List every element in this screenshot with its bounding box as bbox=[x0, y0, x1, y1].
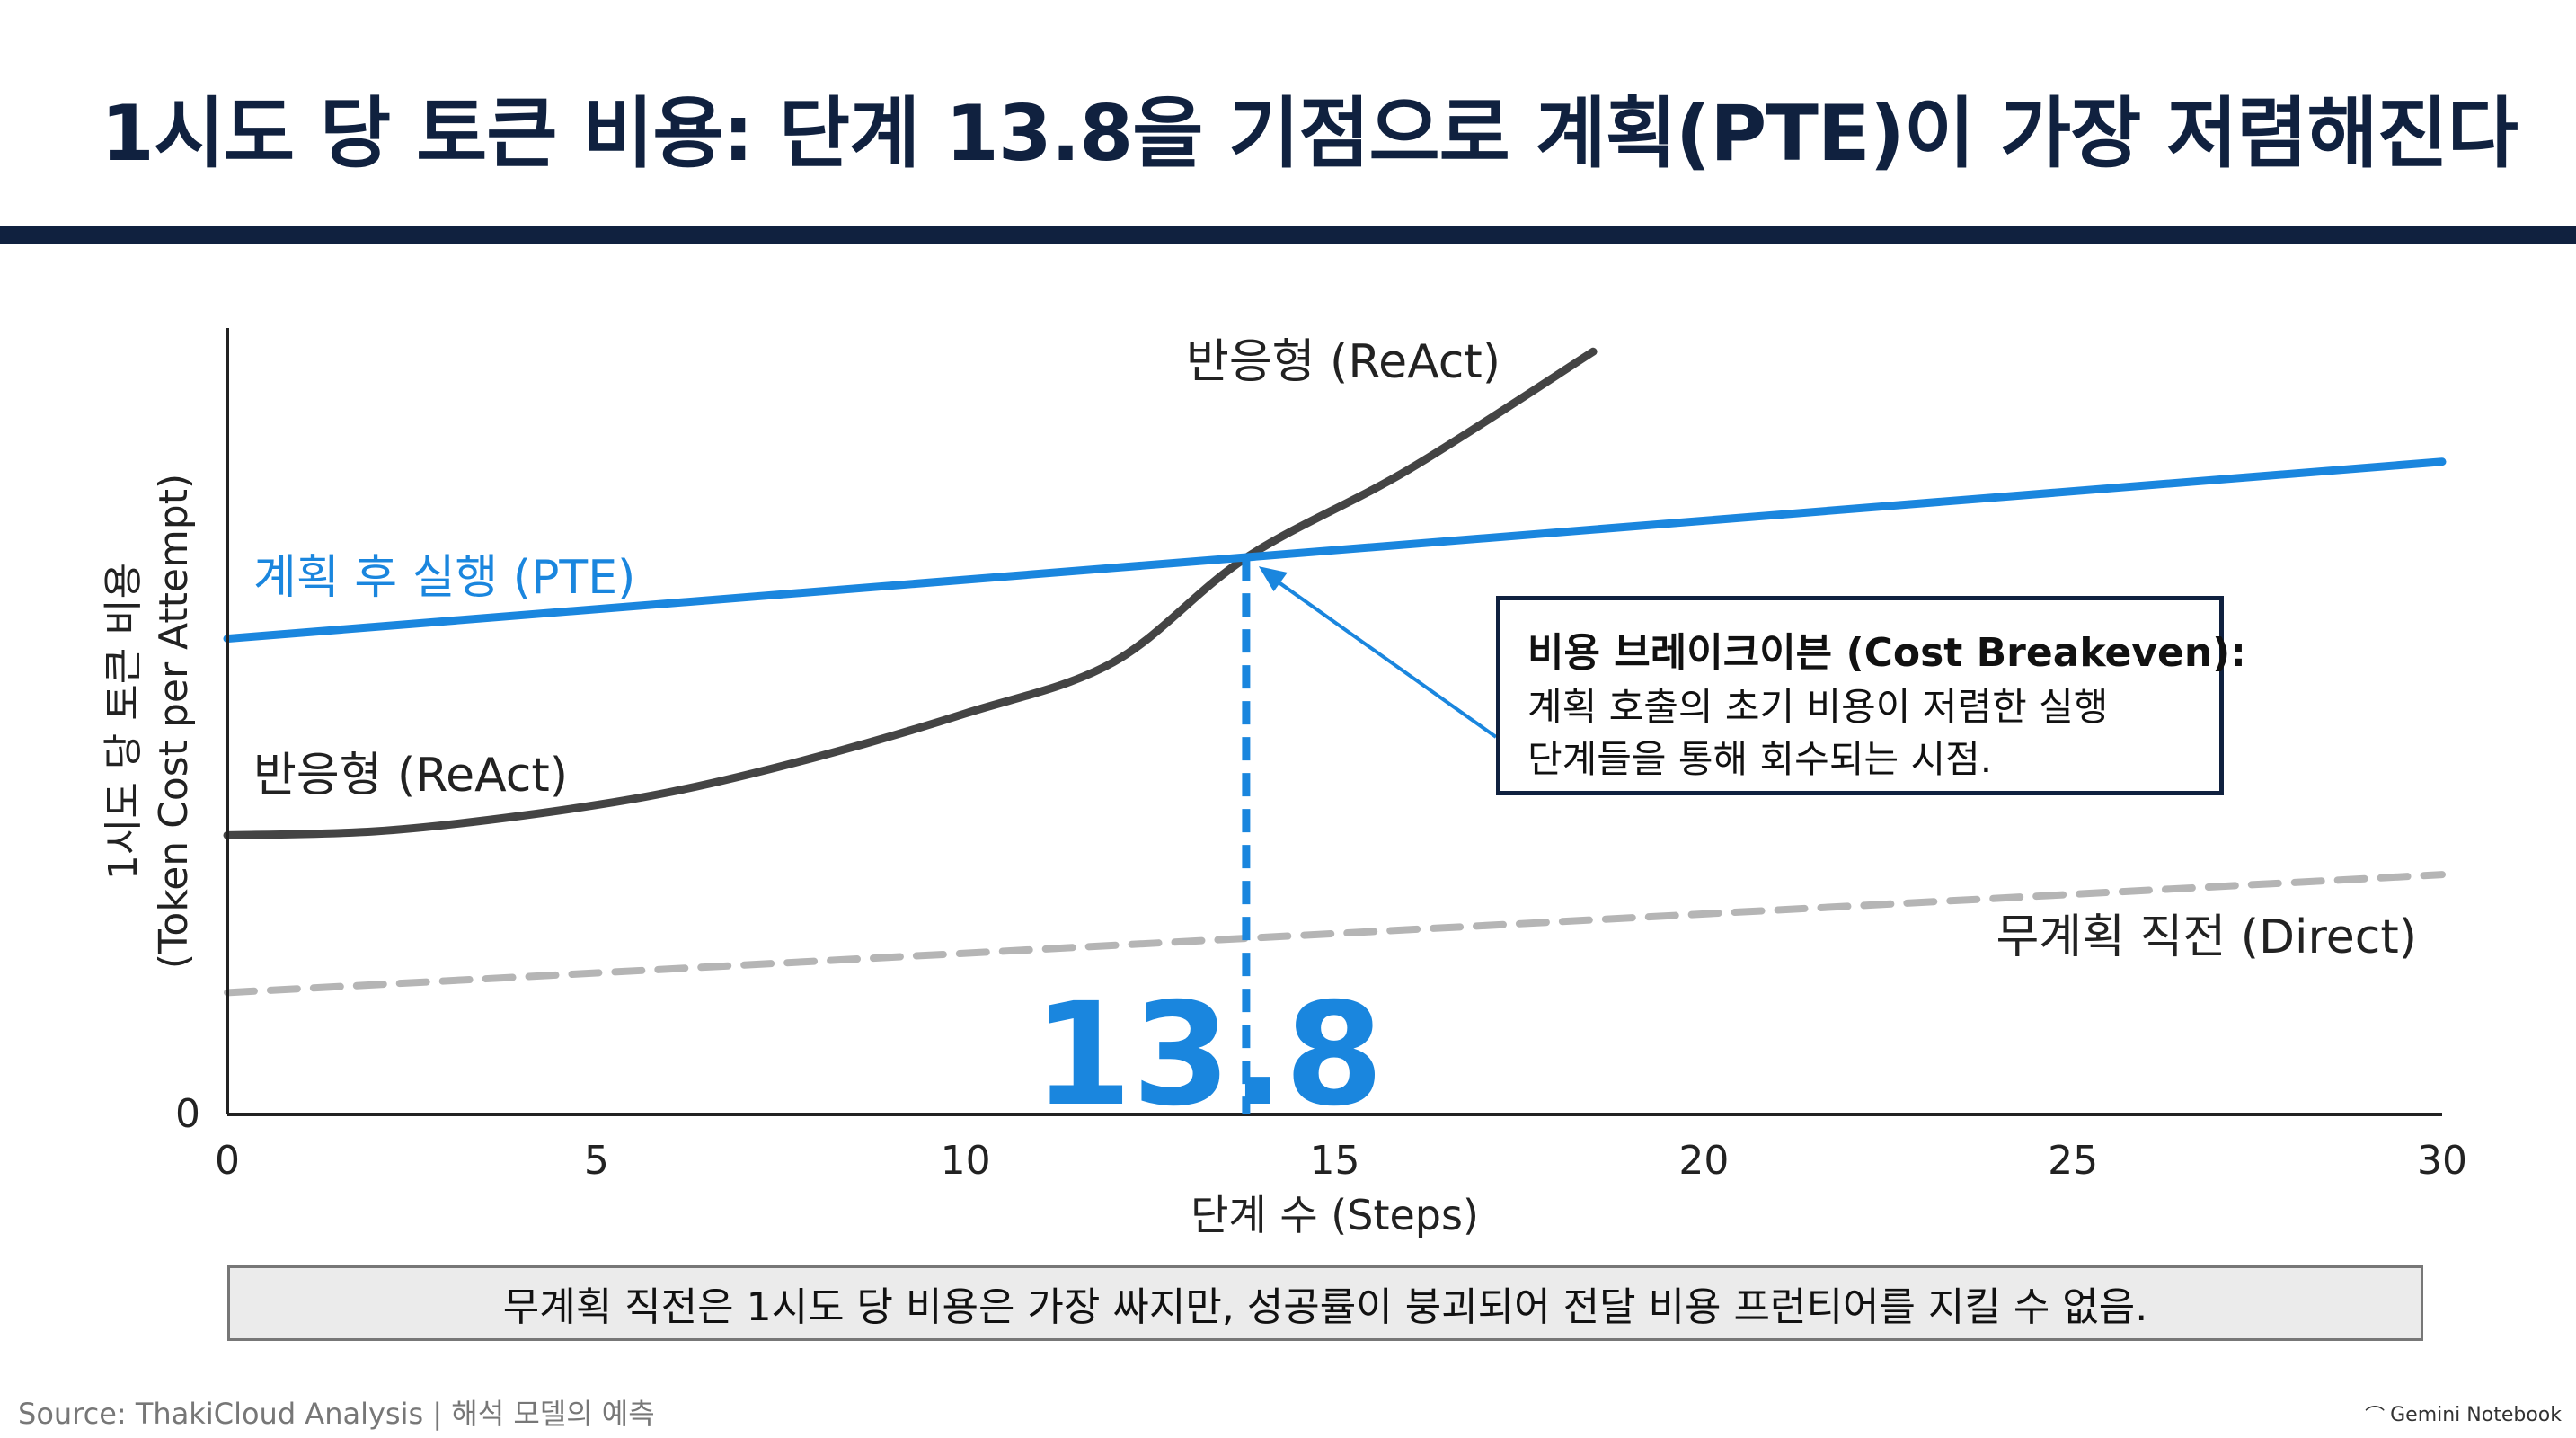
x-tick-label: 30 bbox=[2417, 1138, 2467, 1184]
title-divider bbox=[0, 226, 2576, 244]
pte-series-label: 계획 후 실행 (PTE) bbox=[253, 551, 635, 605]
y-axis-label-line1: 1시도 당 토큰 비용 bbox=[101, 563, 146, 880]
direct-series-label: 무계획 직전 (Direct) bbox=[1996, 910, 2417, 964]
react-series-label-high: 반응형 (ReAct) bbox=[1186, 335, 1500, 389]
react-series-label-low: 반응형 (ReAct) bbox=[253, 749, 568, 803]
source-note: Source: ThakiCloud Analysis | 해석 모델의 예측 bbox=[18, 1397, 655, 1431]
x-tick-label: 5 bbox=[584, 1138, 609, 1184]
direct-series-line bbox=[224, 871, 2446, 997]
brand-badge: ⌒ Gemini Notebook bbox=[2365, 1400, 2562, 1429]
callout-arrow bbox=[1270, 575, 1498, 739]
x-tick-label: 0 bbox=[215, 1138, 240, 1184]
pte-series-line bbox=[223, 457, 2447, 644]
x-tick-label: 10 bbox=[941, 1138, 991, 1184]
callout-arrow-head bbox=[1258, 566, 1288, 592]
footnote-box: 무계획 직전은 1시도 당 비용은 가장 싸지만, 성공률이 붕괴되어 전달 비… bbox=[227, 1265, 2423, 1341]
gemini-logo-icon: ⌒ bbox=[2365, 1406, 2386, 1428]
y-tick-zero: 0 bbox=[175, 1091, 200, 1137]
callout-body: 계획 호출의 초기 비용이 저렴한 실행 단계들을 통해 회수되는 시점. bbox=[1527, 681, 2192, 786]
series-layer bbox=[223, 347, 2447, 997]
x-tick-labels: 0 5 10 15 20 25 30 bbox=[215, 1138, 2467, 1184]
y-axis-label-line2: (Token Cost per Attempt) bbox=[151, 474, 197, 969]
breakeven-callout: 비용 브레이크이븐 (Cost Breakeven): 계획 호출의 초기 비용… bbox=[1496, 596, 2246, 795]
brand-label: Gemini Notebook bbox=[2390, 1403, 2562, 1426]
breakeven-value-label: 13.8 bbox=[1033, 972, 1384, 1138]
callout-title: 비용 브레이크이븐 (Cost Breakeven): bbox=[1527, 630, 2246, 676]
x-tick-label: 15 bbox=[1310, 1138, 1360, 1184]
x-tick-label: 20 bbox=[1678, 1138, 1729, 1184]
x-tick-label: 25 bbox=[2048, 1138, 2098, 1184]
page-title: 1시도 당 토큰 비용: 단계 13.8을 기점으로 계획(PTE)이 가장 저… bbox=[101, 89, 2518, 179]
react-series-line bbox=[223, 347, 1598, 839]
x-axis-label: 단계 수 (Steps) bbox=[1191, 1191, 1479, 1239]
y-axis-label: 1시도 당 토큰 비용 (Token Cost per Attempt) bbox=[101, 474, 197, 969]
callout-line-1: 계획 호출의 초기 비용이 저렴한 실행 bbox=[1527, 685, 2109, 729]
callout-line-2: 단계들을 통해 회수되는 시점. bbox=[1527, 737, 1993, 781]
